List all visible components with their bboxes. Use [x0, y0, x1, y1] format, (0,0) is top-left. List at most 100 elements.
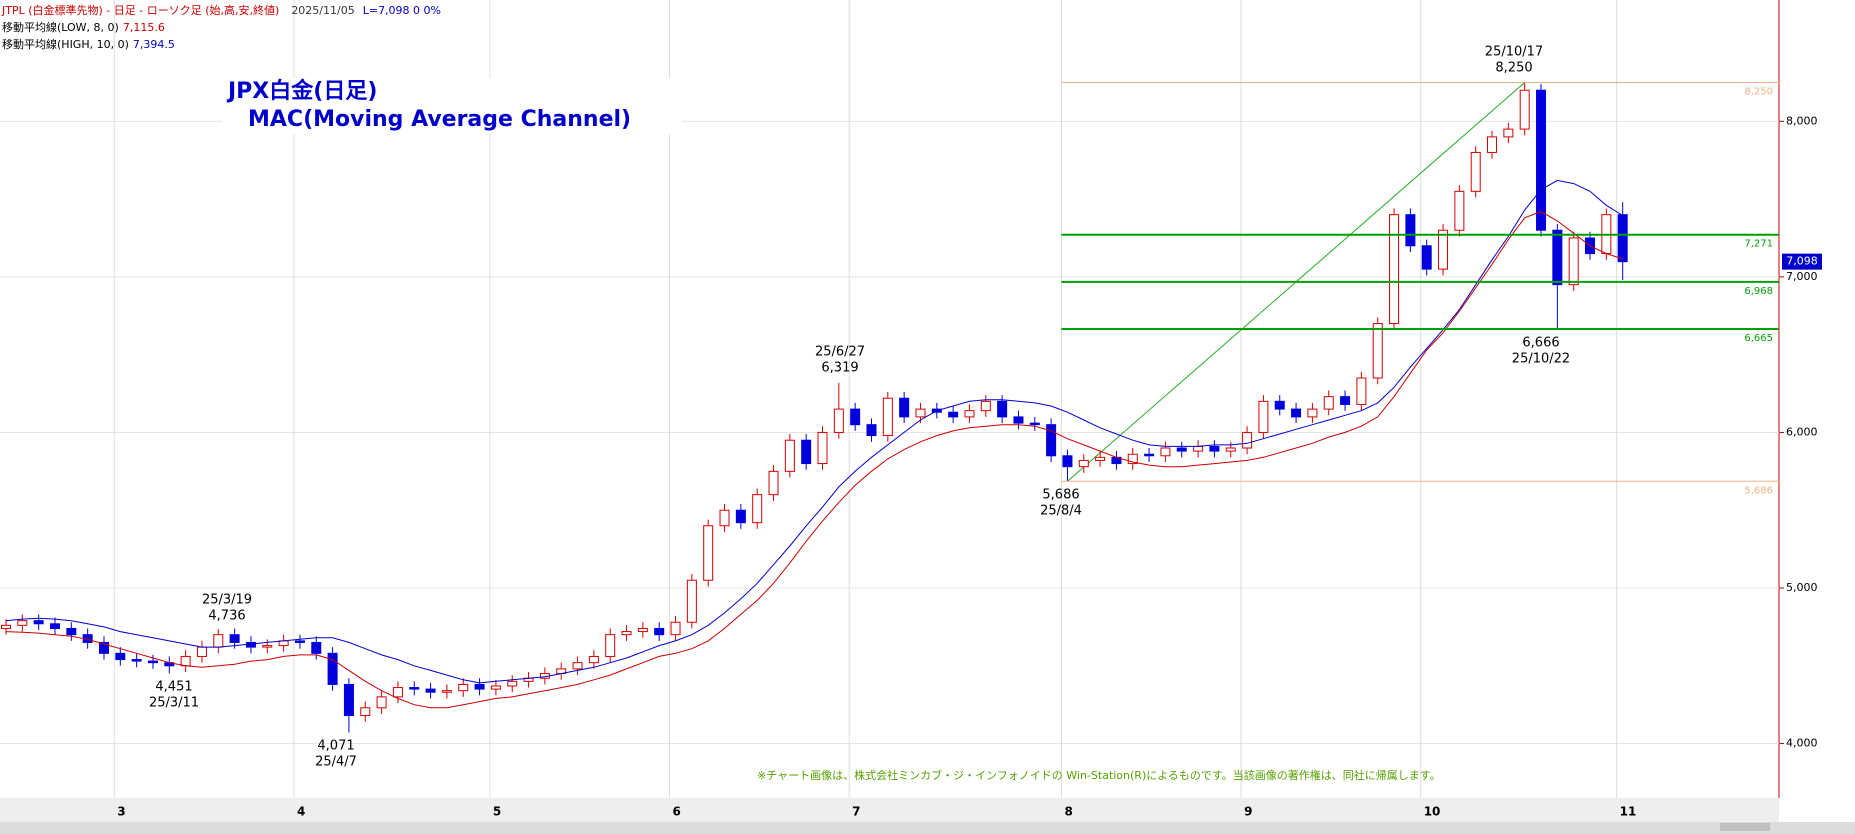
candle-body — [180, 655, 191, 667]
candle-body — [752, 494, 763, 524]
candle-body — [1258, 400, 1269, 433]
level-label: 6,968 — [1744, 286, 1773, 297]
candle-body — [1225, 447, 1236, 452]
annotation: 6,319 — [821, 361, 858, 376]
candle-body — [33, 620, 44, 625]
candle-body — [262, 645, 273, 648]
annotation: 25/10/22 — [1512, 352, 1570, 367]
candle-body — [768, 470, 779, 496]
scroll-thumb[interactable] — [1720, 823, 1770, 831]
annotation: 4,736 — [208, 609, 245, 624]
x-tick-label: 6 — [673, 805, 681, 819]
candle-body — [1, 624, 11, 629]
candle-body — [654, 627, 665, 636]
chart-subtitle: MAC(Moving Average Channel) — [248, 107, 631, 132]
marks — [1, 82, 1628, 733]
candle-body — [1340, 396, 1351, 405]
annotation: 25/4/7 — [315, 755, 357, 770]
candle-body — [980, 400, 991, 412]
candle-body — [229, 634, 240, 643]
candle-body — [1536, 89, 1547, 231]
candle-body — [1307, 408, 1318, 418]
candle-body — [1209, 445, 1220, 452]
candle-body — [572, 662, 583, 670]
ma-line — [5, 211, 1623, 709]
annotation: 25/10/17 — [1485, 45, 1543, 60]
candle-body — [670, 621, 681, 636]
candle-body — [1503, 128, 1514, 138]
header-title: JTPL (白金標準先物) - 日足 - ローソク足 (始,高,安,終値) — [1, 3, 279, 17]
x-tick-label: 11 — [1620, 805, 1637, 819]
annotation: 8,250 — [1495, 61, 1532, 76]
candle-body — [294, 640, 305, 643]
candle-body — [899, 397, 910, 418]
header-status: L=7,098 0 0% — [363, 4, 441, 17]
candle-body — [17, 620, 28, 626]
candle-body — [1356, 377, 1367, 405]
candle-body — [1046, 424, 1057, 457]
candle-body — [1323, 396, 1334, 410]
candle-body — [392, 687, 403, 698]
candle-body — [376, 696, 387, 709]
x-tick-label: 10 — [1424, 805, 1441, 819]
candle-body — [1617, 214, 1628, 263]
candle-body — [915, 408, 926, 418]
legend-value: 7,115.6 — [123, 21, 165, 34]
candle-body — [196, 646, 207, 657]
candle-body — [588, 655, 599, 664]
x-tick-label: 3 — [117, 805, 125, 819]
annotation: 25/8/4 — [1040, 504, 1082, 519]
candle-body — [637, 627, 648, 633]
annotation: 4,451 — [155, 680, 192, 695]
x-tick-label: 7 — [852, 805, 860, 819]
y-tick-label: 6,000 — [1786, 425, 1818, 438]
candle-body — [1552, 229, 1563, 286]
candle-body — [703, 525, 714, 581]
candle-body — [801, 439, 812, 465]
y-tick-label: 7,000 — [1786, 270, 1818, 283]
candle-body — [817, 431, 828, 465]
legend-value: 7,394.5 — [133, 38, 175, 51]
candle-body — [327, 652, 338, 685]
candle-body — [131, 659, 142, 662]
candle-body — [882, 397, 893, 437]
candle-body — [1438, 229, 1449, 270]
legend-label: 移動平均線(LOW, 8, 0) — [2, 20, 119, 34]
legend-entry: 移動平均線(HIGH, 10, 0) 7,394.5 — [2, 37, 175, 51]
candle-body — [1242, 431, 1253, 449]
title-box — [222, 78, 682, 134]
annotation: 4,071 — [317, 739, 354, 754]
candle-body — [719, 509, 730, 527]
annotation: 6,666 — [1522, 336, 1559, 351]
x-tick-label: 5 — [493, 805, 501, 819]
candle-body — [441, 690, 452, 693]
candle-body — [311, 641, 322, 654]
x-tick-label: 8 — [1064, 805, 1072, 819]
last-price-label: 7,098 — [1786, 255, 1818, 268]
candle-body — [1127, 453, 1138, 465]
candle-body — [866, 424, 877, 437]
y-tick-label: 8,000 — [1786, 114, 1818, 127]
y-tick-label: 5,000 — [1786, 581, 1818, 594]
level-label: 5,686 — [1744, 485, 1773, 496]
candle-body — [425, 688, 436, 693]
candle-body — [1291, 408, 1302, 418]
candle-body — [474, 683, 485, 690]
candle-body — [1062, 455, 1073, 468]
candle-body — [490, 685, 501, 690]
candle-body — [1144, 453, 1155, 457]
candle-body — [1519, 89, 1530, 130]
level-label: 6,665 — [1744, 333, 1773, 344]
candle-body — [997, 400, 1008, 418]
annotation: 25/3/11 — [149, 696, 199, 711]
candle-body — [1176, 447, 1187, 452]
x-tick-label: 4 — [297, 805, 305, 819]
x-axis-strip — [0, 798, 1779, 822]
last-price-box — [1782, 253, 1822, 270]
candle-body — [735, 509, 746, 524]
candle-body — [686, 579, 697, 623]
candle-body — [1405, 214, 1416, 247]
candle-body — [1470, 151, 1481, 192]
